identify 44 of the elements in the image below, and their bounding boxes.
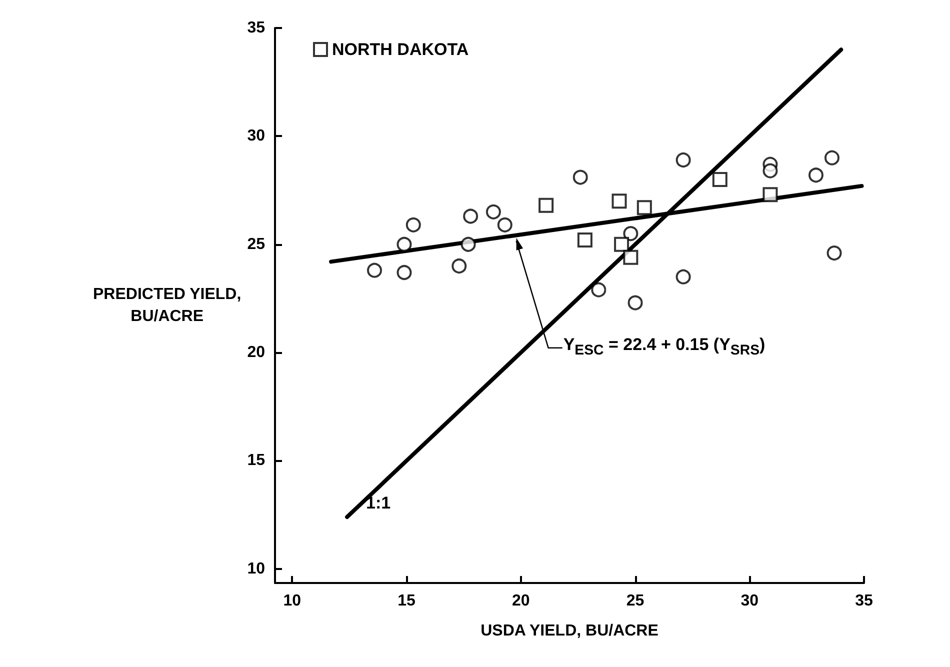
point [396, 236, 412, 252]
point [460, 236, 476, 252]
point [808, 168, 824, 183]
legend-label: NORTH DAKOTA [332, 40, 469, 59]
point [591, 282, 606, 298]
y-tick-label: 20 [247, 344, 266, 362]
point [396, 265, 412, 280]
x-tick-label: 10 [283, 592, 302, 610]
point [538, 198, 554, 213]
x-tick-label: 20 [512, 592, 530, 610]
point [628, 295, 643, 310]
point [486, 204, 501, 220]
point [623, 226, 638, 242]
point [452, 258, 467, 274]
x-tick-label: 35 [855, 592, 873, 610]
y-tick-label: 30 [247, 128, 266, 145]
y-tick-label: 10 [247, 560, 266, 578]
point [676, 152, 691, 168]
point [367, 262, 382, 278]
point [712, 172, 728, 187]
y-tick-label: 15 [247, 452, 266, 470]
point [577, 232, 592, 248]
x-tick-label: 25 [626, 592, 644, 610]
point [612, 194, 627, 209]
y-axis-title: PREDICTED YIELD, BU/ACRE [92, 286, 242, 325]
point [676, 269, 691, 284]
point [406, 217, 421, 232]
annotation: Y$_{ESC}$ = 22.4 + 0.15 (Y$_{SRS}$) [563, 334, 766, 360]
point [497, 217, 512, 232]
point [463, 208, 478, 224]
x-axis-title: USDA YIELD, BU/ACRE [480, 622, 659, 640]
y-tick-label: 25 [247, 236, 266, 253]
x-tick-label: 30 [740, 592, 759, 610]
point [614, 236, 630, 252]
point [762, 163, 778, 178]
x-tick-label: 15 [398, 592, 416, 610]
point [762, 187, 778, 202]
point [636, 200, 652, 216]
series-label: 1:1 [366, 494, 391, 513]
point [623, 250, 638, 265]
y-tick-label: 35 [247, 20, 266, 36]
point [826, 246, 842, 261]
point [572, 170, 588, 185]
point [824, 150, 840, 166]
